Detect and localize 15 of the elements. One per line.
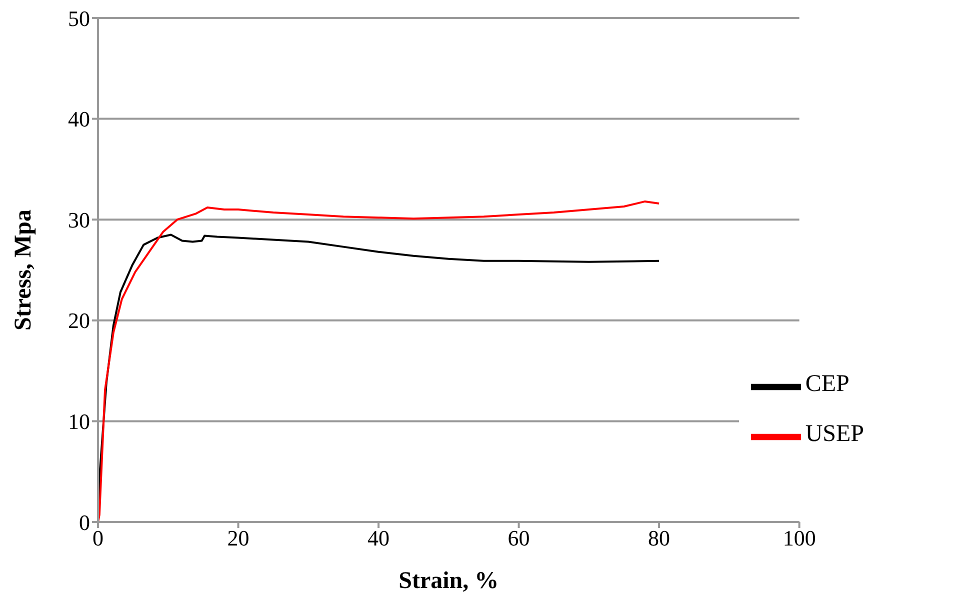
y-tick-label: 20 bbox=[68, 308, 90, 334]
x-tick-label: 80 bbox=[648, 526, 670, 551]
y-tick-label: 40 bbox=[68, 106, 90, 132]
y-tick-label: 0 bbox=[79, 510, 90, 535]
x-tick-label: 60 bbox=[508, 526, 530, 551]
y-axis-title: Stress, Mpa bbox=[10, 210, 37, 330]
y-tick-label: 30 bbox=[68, 207, 90, 232]
x-tick-label: 40 bbox=[368, 526, 390, 551]
y-tick-label: 10 bbox=[68, 409, 90, 434]
legend-label: USEP bbox=[805, 420, 864, 447]
x-tick-label: 100 bbox=[782, 526, 816, 551]
legend-label: CEP bbox=[805, 370, 850, 397]
x-tick-label: 20 bbox=[227, 526, 250, 551]
y-tick-label: 50 bbox=[68, 6, 90, 31]
x-axis-title: Strain, % bbox=[398, 568, 499, 594]
